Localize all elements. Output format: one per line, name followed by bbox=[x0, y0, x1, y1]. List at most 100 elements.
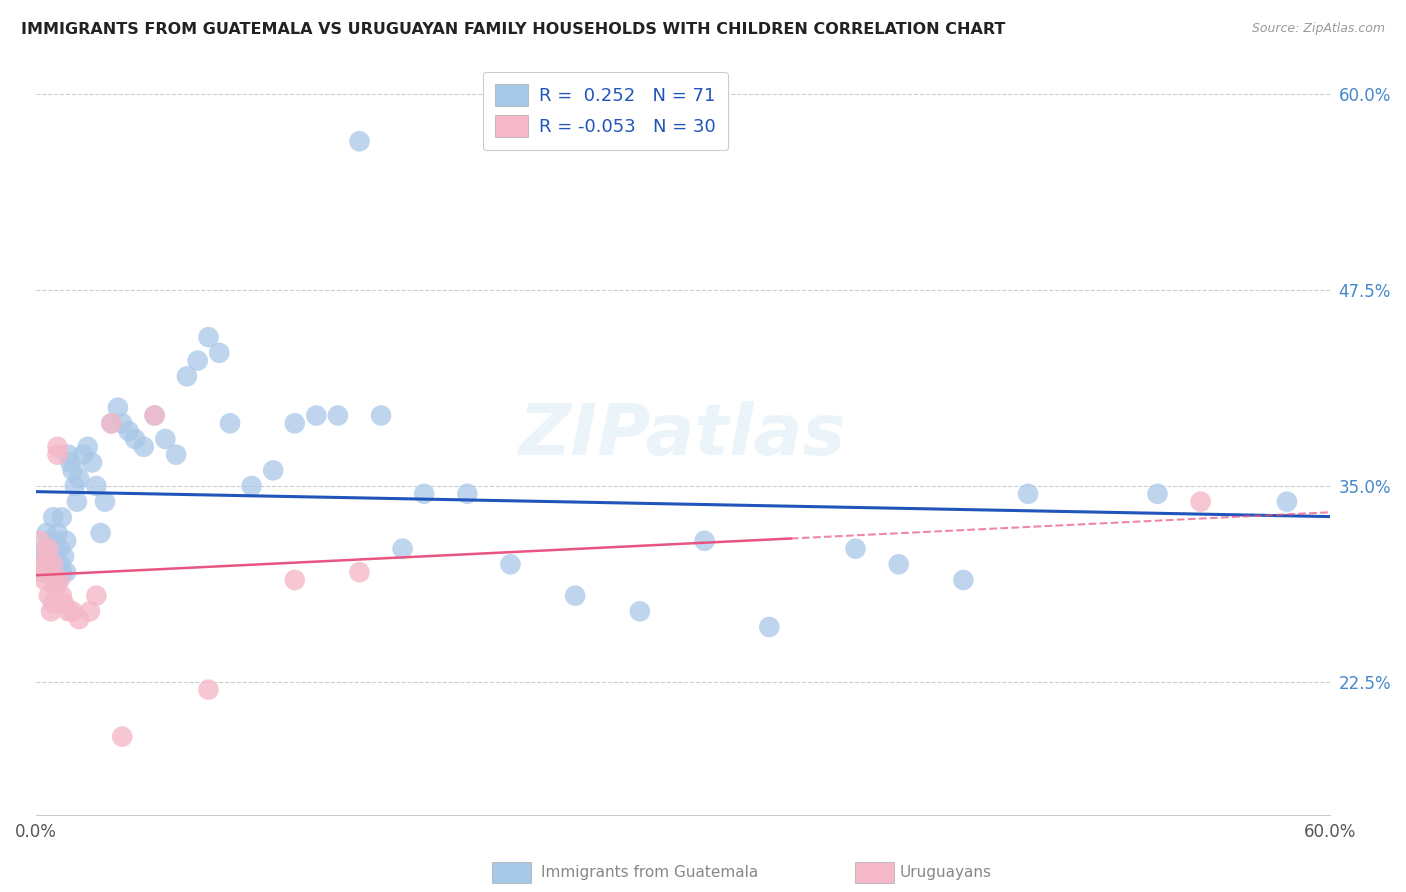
Point bbox=[94, 494, 117, 508]
Point bbox=[44, 573, 66, 587]
Point bbox=[59, 455, 82, 469]
Point bbox=[48, 541, 70, 556]
Point bbox=[456, 487, 478, 501]
Point bbox=[51, 589, 73, 603]
Point bbox=[143, 409, 166, 423]
Point bbox=[499, 558, 522, 572]
Point bbox=[86, 589, 108, 603]
Point bbox=[39, 604, 62, 618]
Point bbox=[305, 409, 328, 423]
Point bbox=[155, 432, 177, 446]
Point bbox=[887, 558, 910, 572]
Point bbox=[79, 604, 101, 618]
Point bbox=[66, 494, 89, 508]
Point bbox=[370, 409, 392, 423]
Point bbox=[165, 448, 187, 462]
Point bbox=[35, 526, 58, 541]
Point bbox=[176, 369, 198, 384]
Point bbox=[67, 471, 90, 485]
Point bbox=[952, 573, 974, 587]
Point bbox=[80, 455, 103, 469]
Point bbox=[197, 682, 219, 697]
Point bbox=[46, 573, 69, 587]
Point bbox=[118, 424, 141, 438]
Point bbox=[44, 533, 66, 548]
Point bbox=[39, 541, 62, 556]
Point bbox=[219, 417, 242, 431]
Point bbox=[758, 620, 780, 634]
Point bbox=[1275, 494, 1298, 508]
Point bbox=[564, 589, 586, 603]
Point bbox=[132, 440, 155, 454]
Point bbox=[62, 463, 84, 477]
Point bbox=[46, 448, 69, 462]
Point bbox=[90, 526, 112, 541]
Text: Source: ZipAtlas.com: Source: ZipAtlas.com bbox=[1251, 22, 1385, 36]
Point bbox=[34, 541, 56, 556]
Point bbox=[349, 565, 371, 579]
Point bbox=[1146, 487, 1168, 501]
Point bbox=[58, 448, 80, 462]
Point bbox=[72, 448, 94, 462]
Point bbox=[58, 604, 80, 618]
Point bbox=[628, 604, 651, 618]
Point bbox=[31, 565, 53, 579]
Point bbox=[39, 565, 62, 579]
Point bbox=[42, 558, 65, 572]
Point bbox=[42, 510, 65, 524]
Point bbox=[30, 533, 52, 548]
Point bbox=[100, 417, 122, 431]
Point bbox=[143, 409, 166, 423]
Point bbox=[34, 573, 56, 587]
Point bbox=[53, 549, 76, 564]
Point bbox=[46, 440, 69, 454]
Text: ZIPatlas: ZIPatlas bbox=[519, 401, 846, 469]
Point bbox=[63, 479, 86, 493]
Point bbox=[284, 573, 307, 587]
Point bbox=[693, 533, 716, 548]
Point bbox=[44, 581, 66, 595]
Point bbox=[42, 597, 65, 611]
Point bbox=[349, 134, 371, 148]
Point bbox=[46, 526, 69, 541]
Point bbox=[76, 440, 98, 454]
Point bbox=[391, 541, 413, 556]
Point bbox=[1017, 487, 1039, 501]
Text: Immigrants from Guatemala: Immigrants from Guatemala bbox=[541, 865, 759, 880]
Point bbox=[38, 589, 60, 603]
Point bbox=[42, 565, 65, 579]
Point bbox=[31, 558, 53, 572]
Point bbox=[35, 549, 58, 564]
Point bbox=[262, 463, 284, 477]
Point bbox=[100, 417, 122, 431]
Point bbox=[53, 597, 76, 611]
Point bbox=[413, 487, 436, 501]
Point bbox=[55, 565, 77, 579]
Point bbox=[111, 730, 134, 744]
Point bbox=[326, 409, 349, 423]
Point bbox=[38, 541, 60, 556]
Point bbox=[38, 533, 60, 548]
Point bbox=[67, 612, 90, 626]
Point bbox=[27, 565, 49, 579]
Text: Uruguayans: Uruguayans bbox=[900, 865, 991, 880]
Point bbox=[48, 573, 70, 587]
Point bbox=[51, 510, 73, 524]
Point bbox=[240, 479, 263, 493]
Point bbox=[27, 558, 49, 572]
Point bbox=[51, 565, 73, 579]
Point bbox=[55, 533, 77, 548]
Point bbox=[44, 549, 66, 564]
Point bbox=[62, 604, 84, 618]
Point bbox=[35, 549, 58, 564]
Point bbox=[844, 541, 866, 556]
Point bbox=[48, 558, 70, 572]
Point bbox=[124, 432, 146, 446]
Point bbox=[197, 330, 219, 344]
Point bbox=[86, 479, 108, 493]
Point bbox=[39, 558, 62, 572]
Legend: R =  0.252   N = 71, R = -0.053   N = 30: R = 0.252 N = 71, R = -0.053 N = 30 bbox=[482, 71, 728, 150]
Point bbox=[284, 417, 307, 431]
Point bbox=[1189, 494, 1212, 508]
Text: IMMIGRANTS FROM GUATEMALA VS URUGUAYAN FAMILY HOUSEHOLDS WITH CHILDREN CORRELATI: IMMIGRANTS FROM GUATEMALA VS URUGUAYAN F… bbox=[21, 22, 1005, 37]
